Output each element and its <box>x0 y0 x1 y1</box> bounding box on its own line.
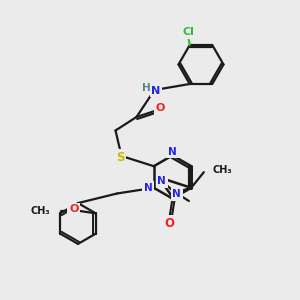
Text: H: H <box>142 82 151 93</box>
Text: O: O <box>69 204 79 214</box>
Text: N: N <box>168 146 177 157</box>
Text: N: N <box>157 176 166 187</box>
Text: O: O <box>156 103 165 113</box>
Text: CH₃: CH₃ <box>212 165 232 175</box>
Text: O: O <box>164 217 175 230</box>
Text: S: S <box>116 151 124 164</box>
Text: Cl: Cl <box>182 27 194 37</box>
Text: CH₃: CH₃ <box>30 206 50 216</box>
Text: N: N <box>144 183 153 193</box>
Text: N: N <box>172 190 181 200</box>
Text: N: N <box>152 85 160 96</box>
